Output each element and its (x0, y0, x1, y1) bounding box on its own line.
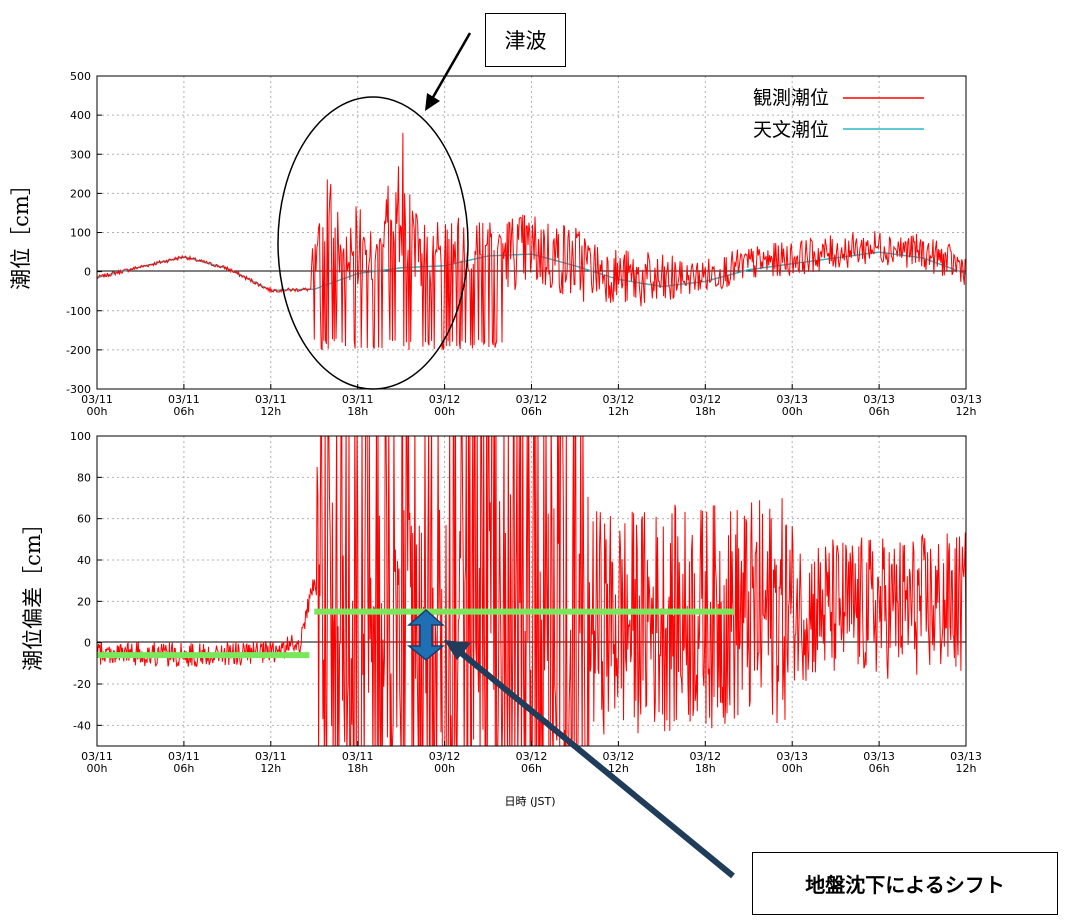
bot-xtick-date: 03/12 (429, 750, 461, 763)
bot-xtick-date: 03/11 (342, 750, 374, 763)
tsunami-arrow-shaft (430, 32, 472, 100)
top-xtick-hour: 00h (782, 405, 803, 418)
top-xtick-date: 03/11 (81, 393, 113, 406)
bot-xtick-date: 03/13 (776, 750, 808, 763)
bot-xtick-hour: 00h (434, 762, 455, 775)
tsunami-highlight-ellipse (277, 96, 469, 390)
top-ytick-label: -100 (66, 305, 91, 318)
bot-xtick-hour: 06h (869, 762, 890, 775)
bot-xtick-hour: 12h (956, 762, 977, 775)
tsunami-callout: 津波 (485, 13, 566, 67)
top-y-axis-label: 潮位［cm］ (9, 174, 33, 290)
bot-xtick-date: 03/12 (603, 750, 635, 763)
top-xtick-hour: 06h (869, 405, 890, 418)
top-ytick-label: -200 (66, 344, 91, 357)
bot-xtick-hour: 18h (695, 762, 716, 775)
top-xtick-date: 03/12 (429, 393, 461, 406)
top-ytick-label: 300 (70, 148, 91, 161)
bottom-y-ticks: -40 -20 0 20 40 60 80 100 (70, 430, 102, 732)
bot-xtick-date: 03/11 (168, 750, 200, 763)
bot-xtick-hour: 00h (87, 762, 108, 775)
bot-ytick-label: 40 (77, 554, 91, 567)
legend-observed-label: 観測潮位 (753, 87, 829, 109)
top-xtick-hour: 12h (956, 405, 977, 418)
top-xtick-date: 03/13 (863, 393, 895, 406)
bot-xtick-hour: 12h (608, 762, 629, 775)
top-xtick-date: 03/13 (776, 393, 808, 406)
top-xtick-date: 03/11 (342, 393, 374, 406)
top-xtick-hour: 06h (173, 405, 194, 418)
bot-ytick-label: -40 (73, 719, 91, 732)
top-ytick-label: 100 (70, 227, 91, 240)
shift-double-arrow (406, 608, 446, 661)
top-xtick-hour: 06h (521, 405, 542, 418)
tsunami-callout-text: 津波 (504, 29, 547, 53)
top-gridlines (97, 76, 966, 389)
top-xtick-date: 03/11 (255, 393, 287, 406)
top-xtick-hour: 12h (608, 405, 629, 418)
top-xtick-date: 03/12 (689, 393, 721, 406)
top-xtick-hour: 12h (260, 405, 281, 418)
bot-xtick-hour: 06h (173, 762, 194, 775)
bot-xtick-hour: 18h (347, 762, 368, 775)
top-ytick-label: 500 (70, 70, 91, 83)
bot-xtick-hour: 06h (521, 762, 542, 775)
bot-ytick-label: 20 (77, 595, 91, 608)
legend-astronomical-label: 天文潮位 (753, 119, 829, 141)
top-xtick-hour: 18h (695, 405, 716, 418)
top-xtick-hour: 00h (87, 405, 108, 418)
top-xtick-date: 03/12 (516, 393, 548, 406)
top-ytick-label: 0 (84, 266, 91, 279)
top-ytick-label: 200 (70, 187, 91, 200)
bot-xtick-hour: 00h (782, 762, 803, 775)
top-xtick-date: 03/12 (603, 393, 635, 406)
ground-subsidence-callout: 地盤沈下によるシフト (752, 852, 1058, 915)
bot-ytick-label: -20 (73, 678, 91, 691)
bot-xtick-date: 03/12 (516, 750, 548, 763)
bot-xtick-date: 03/13 (950, 750, 982, 763)
bot-xtick-hour: 12h (260, 762, 281, 775)
bot-xtick-date: 03/12 (689, 750, 721, 763)
bottom-gridlines (97, 436, 966, 746)
bottom-x-axis-label: 日時 (JST) (504, 795, 555, 808)
top-ytick-label: 400 (70, 109, 91, 122)
bot-xtick-date: 03/13 (863, 750, 895, 763)
bot-ytick-label: 100 (70, 430, 91, 443)
top-legend: 観測潮位 天文潮位 (753, 87, 924, 141)
bot-ytick-label: 0 (84, 637, 91, 650)
top-xtick-date: 03/13 (950, 393, 982, 406)
bottom-y-axis-label: 潮位偏差［cm］ (21, 513, 45, 671)
bottom-x-ticks: 03/1100h03/1106h03/1112h03/1118h03/1200h… (81, 741, 982, 775)
shift-pointer-arrow-shaft (458, 649, 735, 879)
top-y-ticks: -300 -200 -100 0 100 200 300 400 500 (66, 70, 102, 396)
top-xtick-date: 03/11 (168, 393, 200, 406)
bot-xtick-date: 03/11 (81, 750, 113, 763)
observed-tide-line (97, 132, 966, 351)
bot-ytick-label: 60 (77, 513, 91, 526)
top-xtick-hour: 18h (347, 405, 368, 418)
top-x-ticks: 03/1100h03/1106h03/1112h03/1118h03/1200h… (81, 384, 982, 418)
top-ytick-label: -300 (66, 383, 91, 396)
top-xtick-hour: 00h (434, 405, 455, 418)
bot-ytick-label: 80 (77, 471, 91, 484)
shift-pointer-arrow-head (444, 640, 471, 660)
tsunami-arrow-head (425, 93, 440, 111)
bot-xtick-date: 03/11 (255, 750, 287, 763)
ground-subsidence-callout-text: 地盤沈下によるシフト (805, 873, 1005, 897)
